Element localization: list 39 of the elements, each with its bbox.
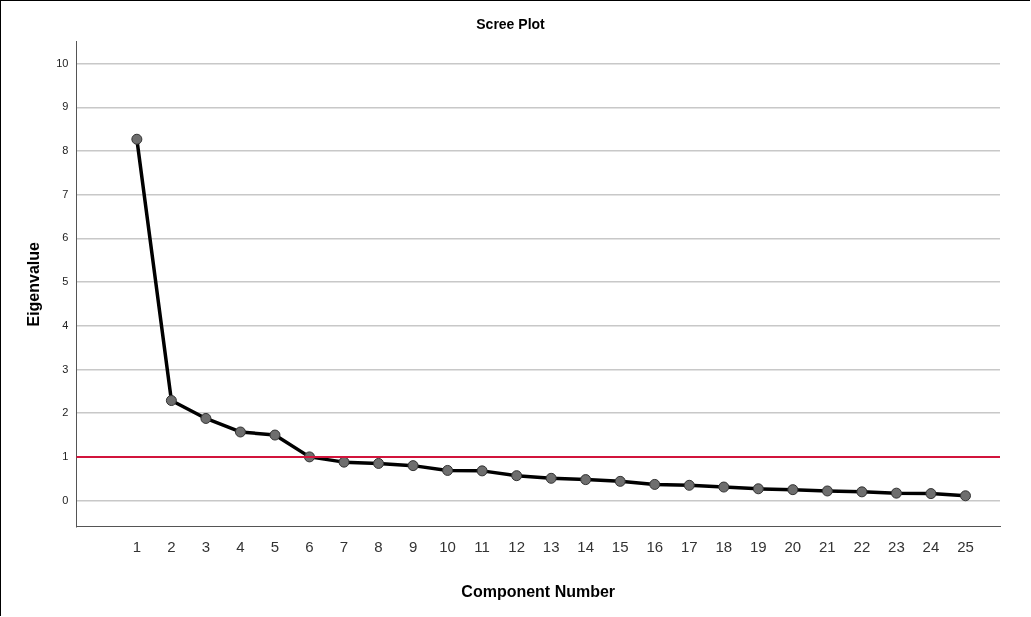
y-tick-label: 5 [62,275,69,288]
y-tick-label: 2 [62,406,69,419]
chart-title: Scree Plot [476,16,546,33]
x-tick-label: 15 [611,537,629,555]
x-tick-label: 9 [408,537,418,555]
x-tick-label: 4 [236,537,245,555]
y-tick-label: 8 [62,144,69,157]
x-tick-label: 16 [646,537,664,555]
x-tick-label: 3 [201,537,211,555]
y-tick-label: 3 [62,362,69,375]
x-tick-label: 18 [715,537,733,555]
x-tick-label: 6 [305,537,314,555]
y-axis-title: Eigenvalue [25,241,43,327]
x-tick-label: 22 [853,537,871,555]
y-tick-label: 6 [62,231,69,244]
x-axis-title: Component Number [461,582,616,600]
y-tick-label: 10 [56,56,69,69]
x-tick-label: 21 [819,537,836,555]
x-tick-label: 10 [439,537,456,555]
x-tick-label: 5 [270,537,280,555]
y-tick-label: 9 [62,100,69,113]
x-tick-label: 1 [132,537,142,555]
y-tick-label: 0 [62,493,69,506]
x-tick-label: 24 [922,537,940,555]
x-tick-label: 7 [339,537,349,555]
y-tick-label: 7 [62,187,69,200]
x-tick-label: 8 [374,537,383,555]
x-tick-label: 14 [577,537,595,555]
x-tick-label: 13 [542,537,560,555]
x-tick-label: 23 [888,537,905,555]
y-tick-label: 4 [62,318,69,331]
x-tick-label: 11 [474,537,490,555]
y-tick-label: 1 [62,449,69,462]
x-tick-label: 17 [680,537,698,555]
x-tick-label: 19 [749,537,767,555]
x-tick-label: 25 [957,537,974,555]
x-tick-label: 2 [167,537,176,555]
x-tick-label: 20 [784,537,802,555]
x-tick-label: 12 [508,537,525,555]
